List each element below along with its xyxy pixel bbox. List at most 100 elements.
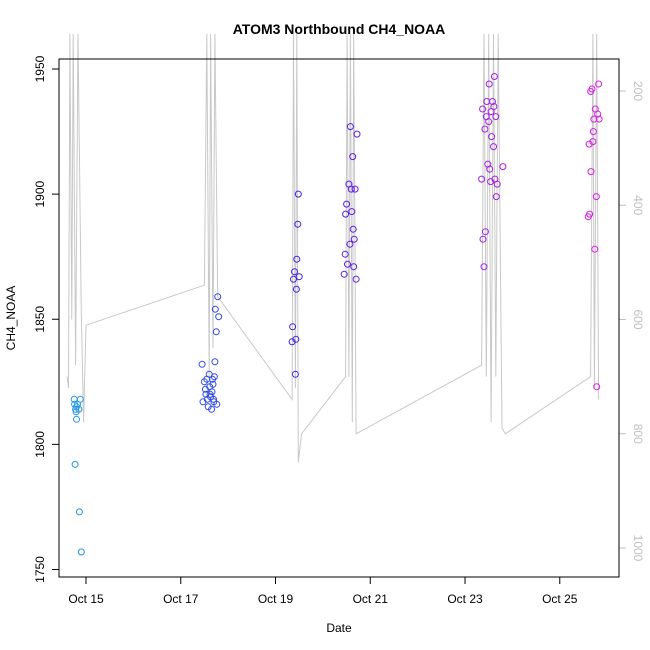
ch4-point [211, 305, 219, 313]
ch4-point [588, 85, 596, 93]
ch4-point [352, 275, 360, 283]
ch4-point [211, 358, 219, 366]
ch4-point [348, 208, 356, 216]
altitude-trace [66, 33, 600, 463]
y-axis-label: CH4_NOAA [4, 286, 18, 351]
ch4-point [595, 115, 603, 123]
y-axis: 1750 1800 1850 1900 1950 [33, 55, 59, 583]
ch4-point [587, 168, 595, 176]
x-tick-label: Oct 25 [542, 592, 578, 606]
ch4-point [486, 165, 494, 173]
ch4-point [291, 370, 299, 378]
ch4-point [488, 133, 496, 141]
ch4-point [289, 323, 297, 331]
ch4-point [347, 185, 355, 193]
ch4-point [198, 360, 206, 368]
y-tick-label: 1800 [33, 431, 47, 458]
ch4-point [499, 163, 507, 171]
ch4-point [350, 263, 358, 271]
ch4-point [71, 460, 79, 468]
ch4-point [478, 175, 486, 183]
right-tick-label: 1000 [631, 535, 645, 562]
ch4-point [75, 508, 83, 516]
ch4-points [70, 73, 603, 556]
ch4-point [290, 275, 297, 283]
right-tick-label: 400 [631, 195, 645, 215]
y-tick-label: 1950 [33, 55, 47, 82]
ch4-point [294, 220, 302, 228]
right-tick-label: 800 [631, 424, 645, 444]
right-tick-label: 200 [631, 81, 645, 101]
altitude-line [66, 33, 600, 463]
x-axis-label: Date [326, 621, 352, 635]
ch4-point [349, 153, 357, 161]
ch4-point [353, 130, 361, 138]
x-axis: Oct 15 Oct 17 Oct 19 Oct 21 Oct 23 Oct 25 [68, 576, 578, 606]
ch4-point [346, 123, 354, 131]
ch4-point [340, 270, 348, 278]
chart-title: ATOM3 Northbound CH4_NOAA [233, 21, 446, 37]
ch4-point [595, 80, 603, 88]
ch4-point [489, 98, 496, 105]
ch4-point [490, 143, 497, 151]
ch4-point [292, 285, 300, 293]
ch4-point [295, 273, 303, 281]
ch4-point [493, 180, 501, 188]
ch4-point [209, 380, 217, 388]
ch4-point [208, 405, 216, 413]
ch4-point [485, 80, 493, 88]
ch4-point [479, 105, 487, 113]
ch4-point [214, 293, 222, 301]
ch4-point [492, 113, 500, 121]
ch4-point [75, 405, 83, 413]
ch4-point [480, 263, 488, 271]
ch4-point [589, 138, 597, 146]
ch4-point [492, 193, 500, 201]
x-tick-label: Oct 19 [258, 592, 294, 606]
ch4-point [481, 228, 489, 236]
ch4-point [77, 548, 85, 556]
y-tick-label: 1850 [33, 306, 47, 333]
x-tick-label: Oct 15 [68, 592, 104, 606]
x-tick-label: Oct 17 [163, 592, 199, 606]
ch4-point [342, 210, 350, 218]
ch4-point [481, 125, 489, 133]
right-axis: 200 400 600 800 1000 [618, 81, 645, 562]
ch4-point [212, 328, 220, 336]
ch4-point [590, 115, 598, 123]
y-tick-label: 1750 [33, 556, 47, 583]
ch4-point [213, 400, 221, 408]
ch4-point [291, 268, 298, 276]
ch4-point [209, 375, 216, 383]
ch4-point [490, 73, 498, 80]
ch4-point [210, 395, 217, 403]
ch4-point [591, 245, 599, 253]
ch4-point [346, 240, 354, 248]
ch4-point [76, 395, 84, 403]
ch4-point [479, 235, 487, 243]
ch4-point [206, 390, 214, 398]
ch4-point [350, 235, 358, 243]
ch4-point [586, 210, 594, 218]
ch4-point [485, 118, 493, 126]
y-tick-label: 1900 [33, 180, 47, 207]
ch4-point [292, 335, 300, 343]
ch4-point [294, 190, 302, 198]
ch4-point [593, 383, 601, 391]
ch4-point [343, 200, 351, 208]
x-tick-label: Oct 23 [447, 592, 483, 606]
ch4-point [351, 185, 359, 193]
plot-frame [58, 58, 620, 578]
ch4-point [349, 225, 357, 233]
x-tick-label: Oct 21 [353, 592, 389, 606]
ch4-point [215, 313, 223, 321]
ch4-point [490, 103, 498, 110]
ch4-point [594, 110, 602, 118]
ch4-point [341, 250, 349, 258]
ch4-point [293, 255, 301, 263]
ch4-point [589, 128, 597, 136]
right-tick-label: 600 [631, 309, 645, 329]
ch4-point [73, 415, 80, 423]
ch4-point [592, 193, 600, 201]
